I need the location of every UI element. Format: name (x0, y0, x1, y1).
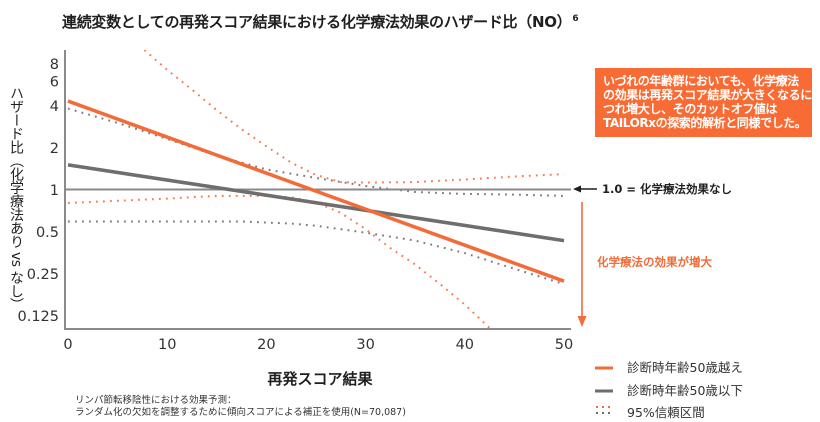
x-tick-label: 30 (356, 337, 374, 353)
callout-line: つれ増大し、そのカットオフ値は (603, 102, 778, 116)
increased-effect-label: 化学療法の効果が増大 (597, 255, 712, 269)
reference-line-label: 1.0 = 化学療法効果なし (602, 182, 733, 196)
y-tick-label: 2 (50, 141, 59, 157)
x-tick-label: 0 (63, 337, 72, 353)
x-axis-label: 再発スコア結果 (267, 370, 373, 388)
callout-line: いづれの年齢群においても、化学療法 (603, 74, 799, 88)
x-tick-label: 40 (456, 337, 474, 353)
chart-title-text: 連続変数としての再発スコア結果における化学療法効果のハザード比（NO） (62, 13, 572, 31)
y-tick-label: 0.25 (27, 267, 59, 283)
left-arrow-icon (573, 185, 597, 193)
y-tick-labels: 86 4 2 1 0.5 0.25 0.125 (17, 57, 59, 325)
older-group-ci-upper-line (143, 50, 565, 184)
younger-group-hazard-ratio-line (67, 163, 565, 243)
y-tick-label: 1 (50, 183, 59, 199)
x-tick-label: 10 (158, 337, 176, 353)
footnote-line-2: ランダム化の欠如を調整するために傾向スコアによる補正を使用(N=70,087) (75, 407, 406, 418)
legend-symbol-younger-group (595, 389, 613, 393)
chart-title: 連続変数としての再発スコア結果における化学療法効果のハザード比（NO）6 (62, 11, 579, 32)
key-finding-callout: いづれの年齢群においても、化学療法 の効果は再発スコア結果が大きくなるに つれ増… (595, 68, 812, 137)
y-tick-label: 0.5 (36, 225, 59, 241)
legend-symbol-confidence-interval (596, 406, 610, 414)
x-tick-label: 20 (257, 337, 275, 353)
footnote: リンパ節転移陰性における効果予測： ランダム化の欠如を調整するために傾向スコアに… (75, 395, 406, 419)
y-tick-label: 6 (50, 74, 59, 90)
title-reference-superscript: 6 (572, 14, 579, 24)
series-layer (67, 99, 565, 283)
x-tick-labels: 0 10 20 30 40 50 (63, 337, 573, 353)
older-group-ci-lower-line (67, 194, 492, 329)
legend-symbol-older-group (595, 366, 613, 370)
y-axis-label: ハザード比（化学療法あり vs なし） (8, 86, 24, 311)
footnote-line-1: リンパ節転移陰性における効果予測： (75, 395, 237, 406)
younger-group-ci-lower-line (68, 220, 565, 286)
down-arrow-icon (577, 202, 587, 327)
y-tick-label: 4 (50, 99, 59, 115)
legend-label-confidence-interval: 95%信頼区間 (627, 405, 705, 420)
callout-line: TAILORxの探索的解析と同様でした。 (603, 116, 807, 130)
callout-line: の効果は再発スコア結果が大きくなるに (603, 88, 812, 102)
confidence-interval-layer (67, 50, 565, 329)
legend-label-older-group: 診断時年齢50歳越え (627, 360, 743, 375)
younger-group-ci-upper-line (67, 107, 565, 197)
legend-label-younger-group: 診断時年齢50歳以下 (627, 383, 743, 398)
older-group-hazard-ratio-line (67, 99, 565, 283)
y-tick-label: 0.125 (17, 309, 59, 325)
x-tick-label: 50 (555, 337, 573, 353)
y-tick-label: 8 (50, 57, 59, 73)
